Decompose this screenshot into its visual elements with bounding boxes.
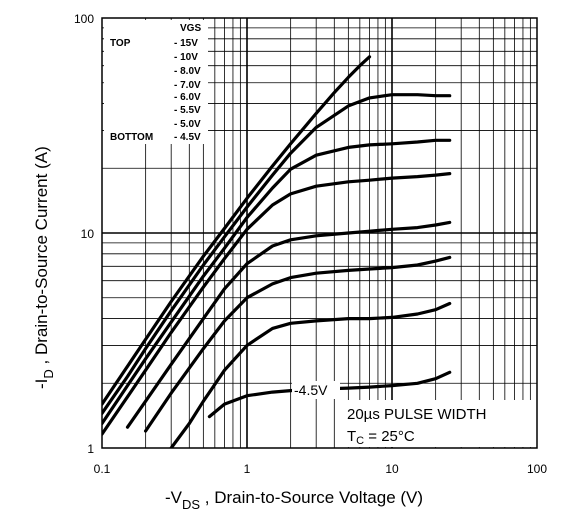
legend-top-label: TOP — [110, 38, 131, 49]
x-tick-label: 100 — [527, 462, 547, 476]
note-pulse-width: 20µs PULSE WIDTH — [347, 406, 487, 423]
legend-entry: - 5.5V — [174, 105, 201, 116]
note-temp-sub: C — [356, 435, 364, 447]
note-temperature: TC = 25°C — [347, 428, 415, 447]
legend-entry: - 10V — [174, 52, 198, 63]
y-axis-title-rest: , Drain-to-Source Current (A) — [32, 146, 51, 369]
series-line — [144, 255, 452, 433]
x-axis-title: -VDS , Drain-to-Source Voltage (V) — [165, 488, 423, 512]
y-tick-label: 10 — [81, 227, 95, 241]
series-line — [102, 138, 452, 426]
series-group — [102, 55, 452, 448]
x-axis-title-rest: , Drain-to-Source Voltage (V) — [200, 488, 423, 507]
x-axis-title-sub: DS — [182, 497, 200, 512]
curve-label-background — [292, 381, 340, 399]
series-line — [102, 55, 372, 406]
legend-entry: - 5.0V — [174, 119, 201, 130]
y-tick-label: 100 — [74, 12, 94, 26]
series-line — [125, 220, 452, 429]
legend: VGS TOP BOTTOM - 15V - 10V - 8.0V - 7.0V… — [110, 23, 201, 143]
plot-frame — [101, 17, 538, 449]
legend-entry: - 4.5V — [174, 132, 201, 143]
y-axis-title: -ID , Drain-to-Source Current (A) — [32, 146, 56, 389]
x-axis-title-prefix: -V — [165, 488, 183, 507]
series-line — [169, 301, 452, 448]
note-background — [341, 400, 536, 447]
series-line — [102, 93, 452, 415]
y-axis-title-sub: D — [41, 369, 56, 378]
x-tick-label: 0.1 — [94, 462, 111, 476]
legend-entry: - 15V — [174, 38, 198, 49]
x-tick-label: 10 — [385, 462, 399, 476]
x-tick-label: 1 — [244, 462, 251, 476]
curve-label: -4.5V — [294, 382, 328, 398]
legend-entry: - 6.0V — [174, 92, 201, 103]
note-temp-prefix: T — [347, 428, 356, 445]
legend-entry: - 7.0V — [174, 80, 201, 91]
note-temp-rest: = 25°C — [364, 428, 415, 445]
legend-background — [104, 20, 208, 144]
series-line — [102, 172, 452, 436]
legend-bottom-label: BOTTOM — [110, 132, 153, 143]
y-axis-title-prefix: -I — [32, 379, 51, 389]
legend-entry: - 8.0V — [174, 66, 201, 77]
y-tick-label: 1 — [87, 442, 94, 456]
legend-header: VGS — [180, 23, 201, 34]
